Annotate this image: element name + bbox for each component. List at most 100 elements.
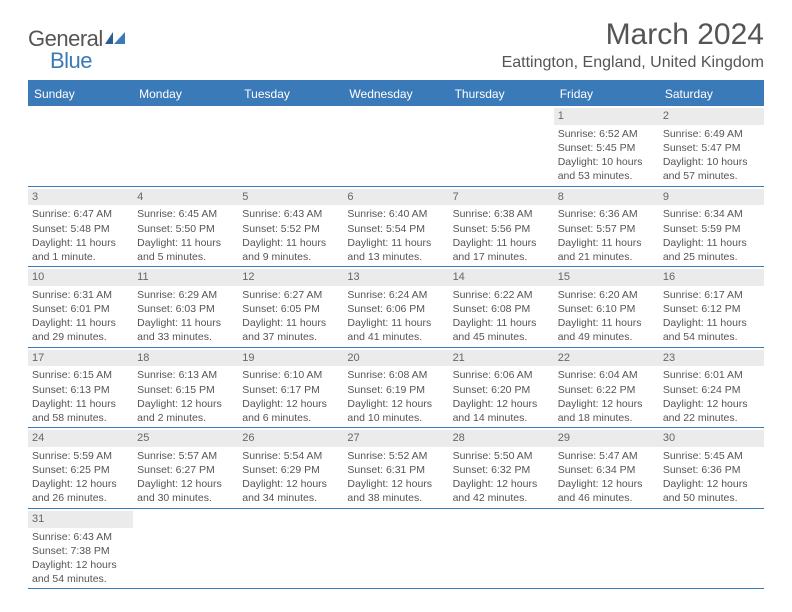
daylight-text: Daylight: 12 hours and 34 minutes. <box>242 477 339 505</box>
day-cell: 21Sunrise: 6:06 AMSunset: 6:20 PMDayligh… <box>449 348 554 428</box>
logo: General Blue <box>28 26 127 74</box>
weekday-header: Monday <box>133 82 238 106</box>
month-title: March 2024 <box>502 18 764 52</box>
sunset-text: Sunset: 6:29 PM <box>242 463 339 477</box>
day-cell: 13Sunrise: 6:24 AMSunset: 6:06 PMDayligh… <box>343 267 448 347</box>
day-number: 13 <box>343 269 448 286</box>
sunrise-text: Sunrise: 6:40 AM <box>347 207 444 221</box>
daylight-text: Daylight: 11 hours and 49 minutes. <box>558 316 655 344</box>
sunrise-text: Sunrise: 5:45 AM <box>663 449 760 463</box>
sunrise-text: Sunrise: 6:43 AM <box>32 530 129 544</box>
day-number: 18 <box>133 350 238 367</box>
day-cell: 29Sunrise: 5:47 AMSunset: 6:34 PMDayligh… <box>554 428 659 508</box>
sunrise-text: Sunrise: 6:36 AM <box>558 207 655 221</box>
calendar-body: 1Sunrise: 6:52 AMSunset: 5:45 PMDaylight… <box>28 106 764 589</box>
day-number: 26 <box>238 430 343 447</box>
sunset-text: Sunset: 5:45 PM <box>558 141 655 155</box>
day-cell: 27Sunrise: 5:52 AMSunset: 6:31 PMDayligh… <box>343 428 448 508</box>
weekday-header: Saturday <box>659 82 764 106</box>
sunrise-text: Sunrise: 6:45 AM <box>137 207 234 221</box>
sunset-text: Sunset: 6:24 PM <box>663 383 760 397</box>
day-number: 17 <box>28 350 133 367</box>
sunset-text: Sunset: 6:05 PM <box>242 302 339 316</box>
day-cell: 16Sunrise: 6:17 AMSunset: 6:12 PMDayligh… <box>659 267 764 347</box>
sunrise-text: Sunrise: 6:34 AM <box>663 207 760 221</box>
day-cell: 6Sunrise: 6:40 AMSunset: 5:54 PMDaylight… <box>343 187 448 267</box>
daylight-text: Daylight: 11 hours and 29 minutes. <box>32 316 129 344</box>
sunset-text: Sunset: 6:20 PM <box>453 383 550 397</box>
sunset-text: Sunset: 6:22 PM <box>558 383 655 397</box>
day-number: 25 <box>133 430 238 447</box>
daylight-text: Daylight: 11 hours and 13 minutes. <box>347 236 444 264</box>
sunrise-text: Sunrise: 6:08 AM <box>347 368 444 382</box>
day-cell: 18Sunrise: 6:13 AMSunset: 6:15 PMDayligh… <box>133 348 238 428</box>
sunrise-text: Sunrise: 6:13 AM <box>137 368 234 382</box>
logo-text-blue: Blue <box>50 48 127 74</box>
day-number: 15 <box>554 269 659 286</box>
sunset-text: Sunset: 5:54 PM <box>347 222 444 236</box>
daylight-text: Daylight: 11 hours and 45 minutes. <box>453 316 550 344</box>
empty-cell <box>133 509 238 589</box>
empty-cell <box>133 106 238 186</box>
sunrise-text: Sunrise: 6:47 AM <box>32 207 129 221</box>
daylight-text: Daylight: 11 hours and 54 minutes. <box>663 316 760 344</box>
daylight-text: Daylight: 11 hours and 37 minutes. <box>242 316 339 344</box>
day-cell: 19Sunrise: 6:10 AMSunset: 6:17 PMDayligh… <box>238 348 343 428</box>
weekday-header-row: SundayMondayTuesdayWednesdayThursdayFrid… <box>28 82 764 106</box>
calendar: SundayMondayTuesdayWednesdayThursdayFrid… <box>28 80 764 589</box>
sunset-text: Sunset: 6:36 PM <box>663 463 760 477</box>
day-cell: 10Sunrise: 6:31 AMSunset: 6:01 PMDayligh… <box>28 267 133 347</box>
sunrise-text: Sunrise: 6:10 AM <box>242 368 339 382</box>
week-row: 10Sunrise: 6:31 AMSunset: 6:01 PMDayligh… <box>28 267 764 348</box>
location-text: Eattington, England, United Kingdom <box>502 54 764 72</box>
daylight-text: Daylight: 12 hours and 30 minutes. <box>137 477 234 505</box>
sunrise-text: Sunrise: 5:57 AM <box>137 449 234 463</box>
day-number: 31 <box>28 511 133 528</box>
empty-cell <box>238 509 343 589</box>
day-number: 27 <box>343 430 448 447</box>
day-number: 5 <box>238 189 343 206</box>
sunrise-text: Sunrise: 5:54 AM <box>242 449 339 463</box>
sunset-text: Sunset: 6:32 PM <box>453 463 550 477</box>
empty-cell <box>449 106 554 186</box>
week-row: 31Sunrise: 6:43 AMSunset: 7:38 PMDayligh… <box>28 509 764 590</box>
day-number: 12 <box>238 269 343 286</box>
daylight-text: Daylight: 12 hours and 50 minutes. <box>663 477 760 505</box>
sunset-text: Sunset: 6:17 PM <box>242 383 339 397</box>
sunset-text: Sunset: 6:01 PM <box>32 302 129 316</box>
daylight-text: Daylight: 10 hours and 57 minutes. <box>663 155 760 183</box>
week-row: 24Sunrise: 5:59 AMSunset: 6:25 PMDayligh… <box>28 428 764 509</box>
sunset-text: Sunset: 5:48 PM <box>32 222 129 236</box>
day-number: 9 <box>659 189 764 206</box>
day-cell: 8Sunrise: 6:36 AMSunset: 5:57 PMDaylight… <box>554 187 659 267</box>
day-cell: 4Sunrise: 6:45 AMSunset: 5:50 PMDaylight… <box>133 187 238 267</box>
daylight-text: Daylight: 12 hours and 2 minutes. <box>137 397 234 425</box>
daylight-text: Daylight: 11 hours and 17 minutes. <box>453 236 550 264</box>
sunset-text: Sunset: 6:12 PM <box>663 302 760 316</box>
weekday-header: Friday <box>554 82 659 106</box>
sunrise-text: Sunrise: 6:20 AM <box>558 288 655 302</box>
empty-cell <box>28 106 133 186</box>
daylight-text: Daylight: 11 hours and 21 minutes. <box>558 236 655 264</box>
day-number: 20 <box>343 350 448 367</box>
sunset-text: Sunset: 5:47 PM <box>663 141 760 155</box>
sunrise-text: Sunrise: 6:49 AM <box>663 127 760 141</box>
empty-cell <box>238 106 343 186</box>
sunrise-text: Sunrise: 6:27 AM <box>242 288 339 302</box>
sunset-text: Sunset: 6:25 PM <box>32 463 129 477</box>
day-number: 2 <box>659 108 764 125</box>
day-cell: 11Sunrise: 6:29 AMSunset: 6:03 PMDayligh… <box>133 267 238 347</box>
day-cell: 15 Sunrise: 6:20 AMSunset: 6:10 PMDayligh… <box>554 267 659 347</box>
sunset-text: Sunset: 5:57 PM <box>558 222 655 236</box>
day-number: 1 <box>554 108 659 125</box>
day-cell: 23Sunrise: 6:01 AMSunset: 6:24 PMDayligh… <box>659 348 764 428</box>
sunset-text: Sunset: 6:10 PM <box>558 302 655 316</box>
daylight-text: Daylight: 12 hours and 6 minutes. <box>242 397 339 425</box>
empty-cell <box>554 509 659 589</box>
day-number: 4 <box>133 189 238 206</box>
sunset-text: Sunset: 6:08 PM <box>453 302 550 316</box>
sunrise-text: Sunrise: 6:31 AM <box>32 288 129 302</box>
day-cell: 7Sunrise: 6:38 AMSunset: 5:56 PMDaylight… <box>449 187 554 267</box>
week-row: 17Sunrise: 6:15 AMSunset: 6:13 PMDayligh… <box>28 348 764 429</box>
weekday-header: Thursday <box>449 82 554 106</box>
